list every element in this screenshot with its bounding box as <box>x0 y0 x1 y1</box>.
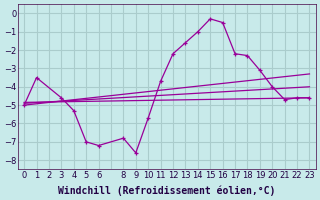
X-axis label: Windchill (Refroidissement éolien,°C): Windchill (Refroidissement éolien,°C) <box>58 185 276 196</box>
